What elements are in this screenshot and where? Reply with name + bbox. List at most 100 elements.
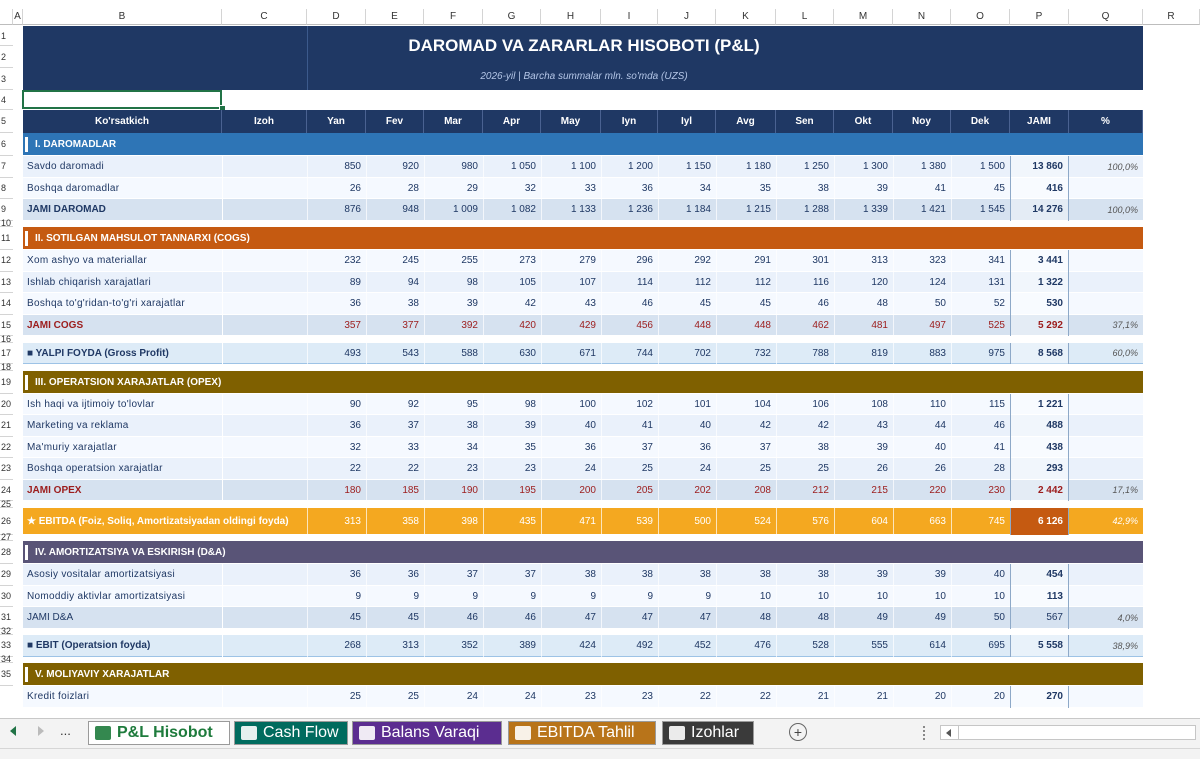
- value-cell-okt[interactable]: 39: [834, 564, 893, 586]
- row-header[interactable]: 8: [0, 177, 13, 199]
- value-cell-apr[interactable]: 435: [483, 507, 541, 535]
- selected-cell-B3[interactable]: [22, 90, 222, 109]
- value-cell-dek[interactable]: 41: [951, 436, 1010, 458]
- value-cell-noy[interactable]: 49: [893, 607, 951, 629]
- value-cell-sen[interactable]: 48: [776, 607, 834, 629]
- row-header[interactable]: 25: [0, 498, 13, 509]
- value-cell-iyn[interactable]: 36: [601, 177, 658, 199]
- value-cell-iyl[interactable]: 40: [658, 415, 716, 437]
- value-cell-fev[interactable]: 45: [366, 607, 424, 629]
- row-header[interactable]: 12: [0, 250, 13, 272]
- total-cell[interactable]: 530: [1010, 293, 1069, 315]
- value-cell-mar[interactable]: 37: [424, 564, 483, 586]
- value-cell-iyn[interactable]: 1 200: [601, 156, 658, 178]
- value-cell-apr[interactable]: 273: [483, 250, 541, 272]
- value-cell-mar[interactable]: 9: [424, 585, 483, 607]
- value-cell-yan[interactable]: 180: [307, 479, 366, 501]
- value-cell-yan[interactable]: 36: [307, 415, 366, 437]
- note-cell[interactable]: [222, 436, 307, 458]
- row-header[interactable]: 1: [0, 26, 13, 46]
- note-cell[interactable]: [222, 564, 307, 586]
- column-header-Q[interactable]: Q: [1069, 9, 1143, 25]
- column-header-D[interactable]: D: [307, 9, 366, 25]
- value-cell-okt[interactable]: 39: [834, 177, 893, 199]
- value-cell-noy[interactable]: 26: [893, 458, 951, 480]
- value-cell-noy[interactable]: 50: [893, 293, 951, 315]
- value-cell-noy[interactable]: 614: [893, 635, 951, 657]
- value-cell-apr[interactable]: 23: [483, 458, 541, 480]
- row-header[interactable]: 9: [0, 199, 13, 221]
- row-label[interactable]: Boshqa to'g'ridan-to'g'ri xarajatlar: [27, 298, 185, 310]
- value-cell-mar[interactable]: 29: [424, 177, 483, 199]
- column-header-L[interactable]: L: [776, 9, 834, 25]
- note-cell[interactable]: [222, 607, 307, 629]
- value-cell-dek[interactable]: 695: [951, 635, 1010, 657]
- note-cell[interactable]: [222, 314, 307, 336]
- row-header[interactable]: 32: [0, 626, 13, 637]
- row-header[interactable]: 34: [0, 654, 13, 665]
- value-cell-sen[interactable]: 106: [776, 393, 834, 415]
- value-cell-dek[interactable]: 45: [951, 177, 1010, 199]
- row-header[interactable]: 31: [0, 607, 13, 629]
- value-cell-okt[interactable]: 26: [834, 458, 893, 480]
- value-cell-noy[interactable]: 497: [893, 314, 951, 336]
- value-cell-sen[interactable]: 212: [776, 479, 834, 501]
- total-cell[interactable]: 6 126: [1010, 507, 1069, 535]
- row-header[interactable]: 19: [0, 370, 13, 394]
- value-cell-may[interactable]: 1 133: [541, 199, 601, 221]
- value-cell-mar[interactable]: 392: [424, 314, 483, 336]
- value-cell-apr[interactable]: 1 082: [483, 199, 541, 221]
- value-cell-fev[interactable]: 22: [366, 458, 424, 480]
- value-cell-fev[interactable]: 28: [366, 177, 424, 199]
- pct-cell[interactable]: [1069, 178, 1143, 200]
- note-cell[interactable]: [222, 458, 307, 480]
- value-cell-mar[interactable]: 23: [424, 458, 483, 480]
- value-cell-fev[interactable]: 920: [366, 156, 424, 178]
- value-cell-okt[interactable]: 10: [834, 585, 893, 607]
- total-cell[interactable]: 14 276: [1010, 199, 1069, 221]
- value-cell-yan[interactable]: 357: [307, 314, 366, 336]
- row-header[interactable]: 10: [0, 218, 13, 229]
- value-cell-dek[interactable]: 20: [951, 686, 1010, 708]
- row-header[interactable]: 18: [0, 361, 13, 372]
- value-cell-mar[interactable]: 34: [424, 436, 483, 458]
- value-cell-okt[interactable]: 1 300: [834, 156, 893, 178]
- column-header-I[interactable]: I: [601, 9, 658, 25]
- value-cell-may[interactable]: 429: [541, 314, 601, 336]
- value-cell-fev[interactable]: 37: [366, 415, 424, 437]
- total-cell[interactable]: 567: [1010, 607, 1069, 629]
- value-cell-iyl[interactable]: 452: [658, 635, 716, 657]
- value-cell-fev[interactable]: 25: [366, 686, 424, 708]
- sheet-tab-ebitda-tahlil[interactable]: EBITDA Tahlil: [508, 721, 656, 745]
- column-header-B[interactable]: B: [23, 9, 222, 25]
- value-cell-noy[interactable]: 663: [893, 507, 951, 535]
- value-cell-mar[interactable]: 588: [424, 342, 483, 364]
- column-header-J[interactable]: J: [658, 9, 716, 25]
- value-cell-apr[interactable]: 42: [483, 293, 541, 315]
- value-cell-may[interactable]: 47: [541, 607, 601, 629]
- value-cell-mar[interactable]: 190: [424, 479, 483, 501]
- value-cell-mar[interactable]: 980: [424, 156, 483, 178]
- value-cell-sen[interactable]: 38: [776, 436, 834, 458]
- row-header[interactable]: 3: [0, 68, 13, 90]
- value-cell-may[interactable]: 36: [541, 436, 601, 458]
- value-cell-apr[interactable]: 35: [483, 436, 541, 458]
- value-cell-dek[interactable]: 230: [951, 479, 1010, 501]
- value-cell-iyn[interactable]: 41: [601, 415, 658, 437]
- row-label[interactable]: Ishlab chiqarish xarajatlari: [27, 276, 152, 288]
- value-cell-sen[interactable]: 38: [776, 177, 834, 199]
- value-cell-fev[interactable]: 33: [366, 436, 424, 458]
- value-cell-iyn[interactable]: 25: [601, 458, 658, 480]
- value-cell-sen[interactable]: 116: [776, 271, 834, 293]
- value-cell-may[interactable]: 424: [541, 635, 601, 657]
- value-cell-dek[interactable]: 341: [951, 250, 1010, 272]
- row-header[interactable]: 26: [0, 507, 13, 535]
- value-cell-mar[interactable]: 24: [424, 686, 483, 708]
- value-cell-dek[interactable]: 50: [951, 607, 1010, 629]
- value-cell-sen[interactable]: 462: [776, 314, 834, 336]
- value-cell-sen[interactable]: 301: [776, 250, 834, 272]
- value-cell-yan[interactable]: 90: [307, 393, 366, 415]
- value-cell-avg[interactable]: 1 215: [716, 199, 776, 221]
- pct-cell[interactable]: [1069, 415, 1143, 437]
- row-header[interactable]: 23: [0, 458, 13, 480]
